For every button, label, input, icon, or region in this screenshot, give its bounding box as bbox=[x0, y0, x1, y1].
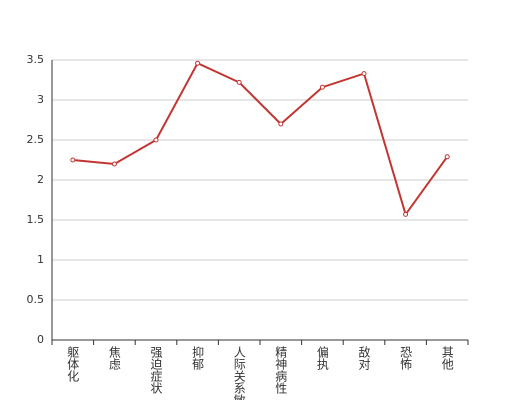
point bbox=[319, 84, 325, 90]
x-tick-label: 焦虑 bbox=[107, 346, 121, 370]
y-tick-label: 3.5 bbox=[27, 53, 45, 66]
point bbox=[111, 161, 117, 167]
x-tick-label: 躯体化 bbox=[66, 345, 80, 383]
y-tick-label: 3 bbox=[37, 93, 44, 106]
x-tick-label: 精神病性 bbox=[274, 346, 288, 395]
y-tick-label: 1 bbox=[37, 253, 44, 266]
point bbox=[70, 157, 76, 163]
y-tick-label: 0.5 bbox=[27, 293, 45, 306]
x-tick-label: 恐怖 bbox=[399, 346, 413, 370]
line bbox=[72, 61, 449, 217]
point bbox=[444, 154, 450, 160]
y-tick-label: 1.5 bbox=[27, 213, 45, 226]
x-tick-label: 其他 bbox=[440, 346, 454, 370]
point bbox=[153, 137, 159, 143]
x-tick-label: 敌对 bbox=[357, 345, 371, 370]
point bbox=[195, 60, 201, 66]
x-tick-label: 抑郁 bbox=[191, 345, 205, 371]
point bbox=[361, 71, 367, 77]
point bbox=[236, 79, 242, 85]
y-tick-label: 2 bbox=[37, 173, 44, 186]
x-tick-label: 强迫症状 bbox=[149, 346, 163, 394]
x-tick-label: 偏执 bbox=[315, 345, 329, 371]
point bbox=[403, 211, 409, 217]
y-tick-label: 0 bbox=[37, 333, 44, 346]
x-tick-label: 人际关系敏感 bbox=[232, 346, 246, 400]
point bbox=[278, 121, 284, 127]
y-tick-label: 2.5 bbox=[27, 133, 45, 146]
